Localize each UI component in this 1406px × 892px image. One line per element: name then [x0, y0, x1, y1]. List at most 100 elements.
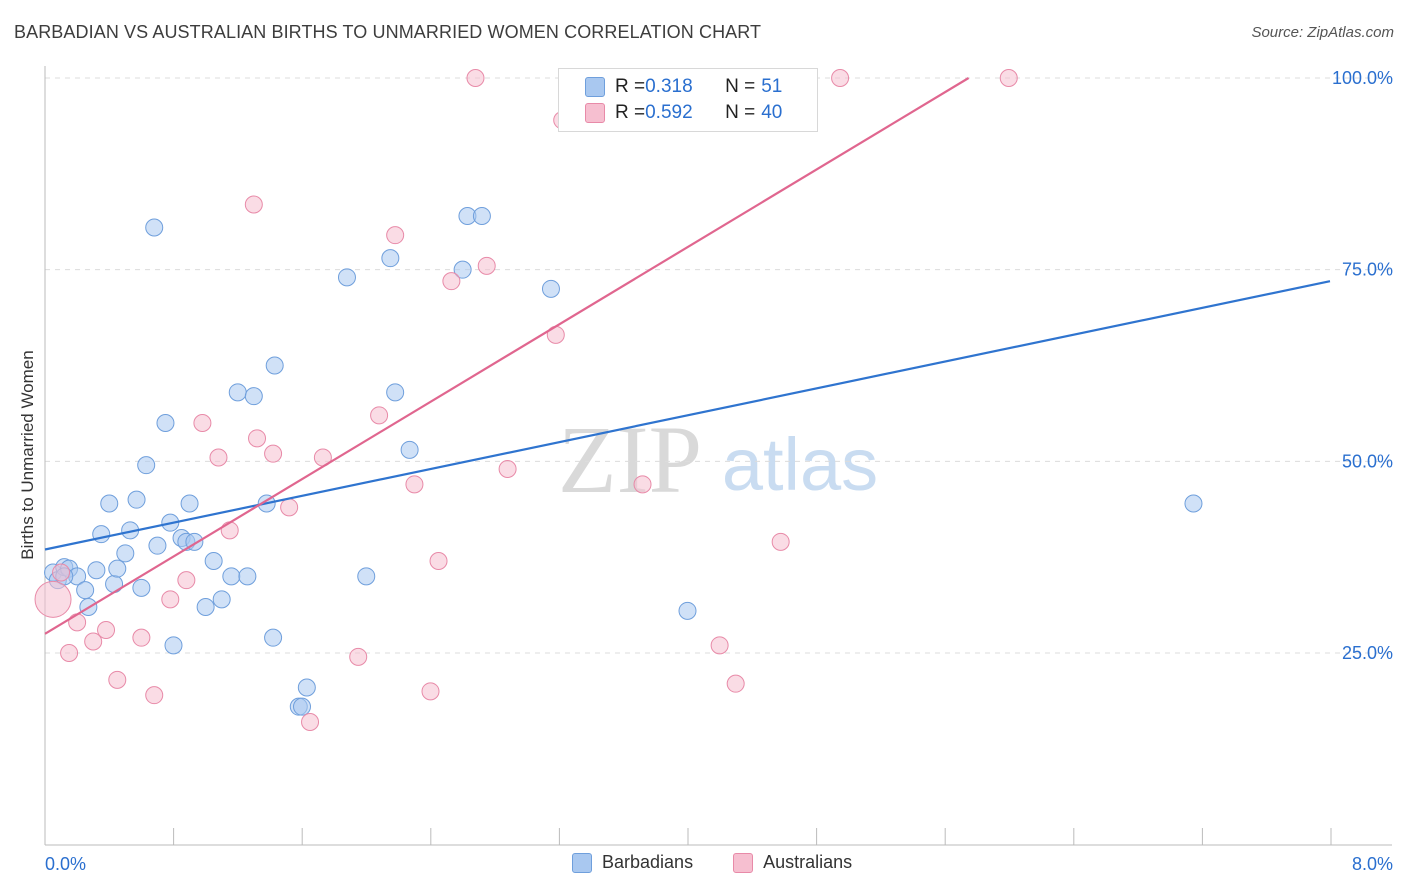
australians-point	[34, 580, 72, 618]
australians-point	[477, 256, 496, 275]
barbadians-point	[137, 456, 156, 475]
australians-point	[264, 444, 283, 463]
barbadians-point	[357, 567, 376, 586]
barbadians-point	[222, 567, 241, 586]
australians-point	[193, 414, 212, 432]
australians-point	[429, 552, 448, 570]
australians-point	[145, 686, 164, 705]
australians-points	[34, 69, 1018, 731]
gridlines	[45, 77, 1395, 654]
australians-point	[301, 713, 320, 731]
australians-point	[244, 195, 263, 214]
legend-row-australians: R = 0.592 N = 40	[585, 101, 782, 125]
n-label: N =	[725, 102, 756, 123]
barbadians-swatch	[572, 852, 592, 873]
australians-point	[726, 674, 745, 693]
australians-point	[68, 613, 87, 632]
correlation-legend: R = 0.318 N = 51 R = 0.592 N = 40	[558, 68, 818, 132]
barbadians-point	[180, 494, 199, 513]
australians-point	[349, 647, 368, 666]
n-value: 40	[761, 102, 783, 123]
y-tick-label: 50.0%	[1342, 451, 1393, 471]
n-value: 51	[761, 76, 783, 97]
barbadians-point	[145, 218, 164, 237]
australians-point	[633, 475, 652, 494]
australians-point	[710, 636, 729, 655]
australians-point	[60, 644, 79, 662]
barbadians-point	[238, 567, 257, 586]
australians-point	[405, 475, 424, 494]
legend-item-barbadians[interactable]: Barbadians	[572, 852, 693, 873]
australians-point	[220, 521, 239, 540]
barbadians-point	[148, 536, 167, 555]
australians-point	[97, 621, 116, 639]
y-tick-label: 25.0%	[1342, 643, 1393, 663]
x-tick-label: 0.0%	[45, 854, 86, 874]
australians-point	[386, 226, 405, 245]
australians-point	[442, 272, 461, 291]
barbadians-point	[228, 383, 247, 402]
legend-label: Australians	[763, 852, 853, 872]
barbadians-point	[116, 544, 135, 563]
australians-trend-line	[44, 77, 970, 635]
barbadians-point	[1184, 494, 1203, 513]
barbadians-swatch	[585, 77, 605, 97]
australians-point	[209, 448, 228, 467]
australians-swatch	[733, 852, 754, 873]
barbadians-point	[472, 207, 491, 225]
australians-swatch	[585, 103, 605, 123]
barbadians-point	[204, 552, 223, 570]
barbadians-point	[386, 383, 405, 402]
australians-point	[280, 498, 299, 517]
series-legend: Barbadians Australians	[572, 852, 892, 873]
barbadians-point	[678, 601, 697, 620]
legend-row-barbadians: R = 0.318 N = 51	[585, 75, 782, 99]
australians-point	[370, 406, 389, 425]
barbadians-point	[76, 581, 95, 600]
barbadians-point	[293, 697, 311, 716]
y-tick-label: 100.0%	[1332, 68, 1393, 88]
australians-point	[52, 563, 71, 582]
axes	[44, 66, 1392, 846]
australians-point	[161, 590, 180, 609]
australians-point	[771, 532, 790, 551]
watermark-atlas: atlas	[722, 423, 878, 506]
australians-point	[466, 69, 485, 87]
barbadians-point	[337, 268, 356, 287]
watermark: ZIP atlas	[558, 406, 878, 513]
australians-point	[132, 628, 151, 647]
barbadians-point	[100, 494, 119, 513]
n-label: N =	[725, 76, 756, 97]
barbadians-point	[164, 636, 183, 655]
australians-point	[108, 670, 127, 689]
barbadians-point	[196, 598, 215, 616]
barbadians-point	[212, 590, 231, 609]
r-label: R =	[615, 102, 646, 123]
trend-lines	[44, 77, 1331, 635]
barbadians-point	[264, 628, 283, 647]
barbadians-point	[156, 414, 175, 432]
barbadians-point	[127, 490, 146, 509]
barbadians-point	[453, 260, 472, 279]
australians-point	[84, 632, 103, 651]
barbadians-point	[381, 249, 400, 268]
r-value: 0.592	[645, 102, 693, 123]
australians-point	[831, 69, 850, 87]
y-tick-label: 75.0%	[1342, 260, 1393, 280]
legend-label: Barbadians	[602, 852, 694, 872]
barbadians-point	[244, 387, 263, 406]
australians-point	[999, 69, 1018, 87]
r-label: R =	[615, 76, 646, 97]
barbadians-point	[400, 440, 419, 459]
barbadians-point	[108, 559, 127, 578]
source-label: Source: ZipAtlas.com	[1251, 24, 1394, 41]
tick-labels: 25.0% 50.0% 75.0% 100.0% 0.0% 8.0%	[45, 68, 1393, 874]
r-value: 0.318	[645, 76, 693, 97]
australians-point	[177, 571, 196, 590]
legend-item-australians[interactable]: Australians	[733, 852, 852, 873]
barbadians-point	[297, 678, 316, 697]
x-tick-label: 8.0%	[1352, 854, 1393, 874]
barbadians-point	[87, 561, 106, 580]
barbadians-point	[132, 578, 151, 597]
